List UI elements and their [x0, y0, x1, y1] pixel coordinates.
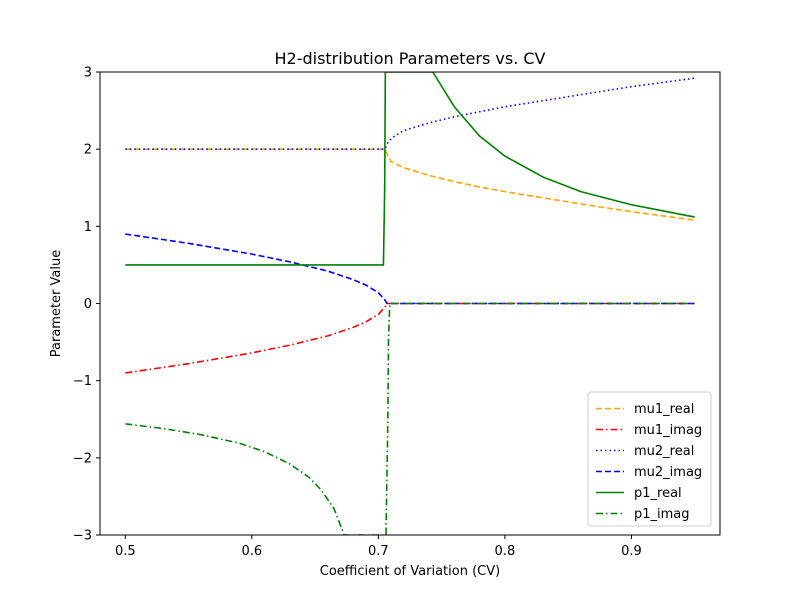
legend-label: mu2_imag	[634, 465, 702, 480]
legend: mu1_real mu1_imag mu2_real mu2_imag p1_realp…	[587, 391, 712, 527]
x-tick-label: 0.5	[115, 544, 136, 559]
series-layer	[125, 72, 695, 535]
x-tick-label: 0.6	[241, 544, 262, 559]
y-axis-label: Parameter Value	[49, 250, 64, 357]
legend-label: p1_real	[634, 486, 682, 501]
x-tick-label: 0.8	[495, 544, 516, 559]
x-axis-label: Coefficient of Variation (CV)	[320, 564, 500, 579]
y-tick-label: −3	[73, 529, 92, 544]
y-tick-label: −2	[73, 451, 92, 466]
x-tick-label: 0.9	[621, 544, 642, 559]
y-tick-label: 2	[84, 143, 92, 158]
series-line-p1-imag	[125, 302, 695, 535]
legend-label: mu2_real	[634, 444, 694, 459]
x-axis-ticks: 0.5 0.6 0.7 0.8 0.9	[115, 535, 642, 559]
legend-label: p1_imag	[634, 507, 690, 522]
y-tick-label: 0	[84, 297, 92, 312]
chart-title: H2-distribution Parameters vs. CV	[274, 49, 545, 68]
y-tick-label: 1	[84, 220, 92, 235]
legend-label: mu1_real	[634, 402, 694, 417]
series-line-mu1-real	[125, 148, 695, 221]
x-tick-label: 0.7	[368, 544, 389, 559]
series-line-mu2-real	[125, 77, 695, 150]
y-tick-label: 3	[84, 66, 92, 81]
y-tick-label: −1	[73, 374, 92, 389]
series-line-p1-real	[125, 72, 695, 266]
y-axis-ticks: −3 −2 −1 0 1 2 3	[73, 66, 100, 544]
legend-label: mu1_imag	[634, 423, 702, 438]
